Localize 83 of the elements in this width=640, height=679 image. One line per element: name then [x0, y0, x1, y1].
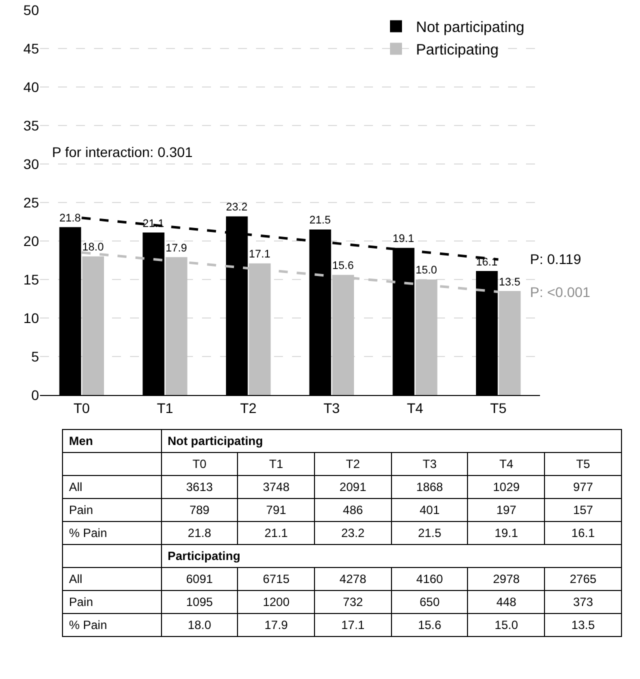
data-label: 650 — [391, 590, 468, 614]
data-label: 4278 — [314, 568, 392, 590]
data-label: 18.0 — [161, 614, 238, 636]
data-label: 2091 — [314, 476, 392, 498]
data-label: 21.8 — [161, 522, 238, 544]
text: Pain — [62, 590, 162, 614]
data-label: 15.6 — [332, 260, 354, 272]
y-tick-label: 50 — [23, 2, 40, 18]
data-label: 2765 — [544, 568, 622, 590]
data-label: 13.5 — [544, 614, 622, 636]
text: Pain — [62, 498, 162, 522]
x-tick-label: T4 — [406, 400, 424, 416]
data-label: 6091 — [161, 568, 238, 590]
x-tick-label: T1 — [156, 400, 174, 416]
x-tick-label: T2 — [240, 400, 257, 416]
category-label: T3 — [391, 452, 468, 476]
data-label: 1095 — [161, 590, 238, 614]
text: Participating — [161, 544, 622, 568]
x-tick-label: T0 — [74, 400, 90, 416]
data-label: 21.5 — [309, 214, 331, 227]
data-label: 373 — [544, 590, 622, 614]
data-label: 15.0 — [416, 264, 438, 277]
text: All — [62, 568, 162, 590]
data-label: 17.9 — [166, 242, 188, 254]
text: All — [62, 476, 162, 498]
y-tick-label: 35 — [23, 117, 40, 134]
data-label: 1200 — [238, 590, 315, 614]
data-label: 1868 — [391, 476, 468, 498]
y-tick-label: 0 — [31, 386, 40, 403]
x-tick-label: T5 — [490, 400, 507, 416]
text: % Pain — [62, 614, 162, 636]
data-label: 16.1 — [544, 522, 622, 544]
data-label: 21.1 — [238, 522, 315, 544]
data-label: 23.2 — [314, 522, 392, 544]
category-label: T5 — [544, 452, 622, 476]
data-label: 3613 — [161, 476, 238, 498]
x-tick-label: T3 — [324, 400, 340, 416]
legend-label: Participating — [416, 42, 499, 59]
data-label: 17.9 — [238, 614, 315, 636]
text: Men — [62, 430, 162, 452]
data-label: 19.1 — [392, 233, 414, 246]
data-label: 977 — [544, 476, 622, 498]
data-label: 197 — [468, 498, 545, 522]
legend-label: Not participating — [416, 19, 524, 36]
data-label: 401 — [391, 498, 468, 522]
data-label: 2978 — [468, 568, 545, 590]
data-label: 13.5 — [498, 276, 520, 288]
data-label: 448 — [468, 590, 545, 614]
annotation: P: <0.001 — [530, 284, 591, 300]
y-tick-label: 45 — [23, 40, 40, 56]
data-label: 15.0 — [468, 614, 545, 636]
category-label: T0 — [161, 452, 238, 476]
data-label: 157 — [544, 498, 622, 522]
data-label: 791 — [238, 498, 315, 522]
data-label: 6715 — [238, 568, 315, 590]
data-label: 23.2 — [226, 202, 248, 214]
y-tick-label: 30 — [23, 156, 40, 172]
text: Not participating — [161, 430, 622, 452]
data-label: 21.8 — [59, 212, 81, 224]
y-tick-label: 40 — [23, 78, 40, 95]
data-label: 19.1 — [468, 522, 545, 544]
data-label: 15.6 — [391, 614, 468, 636]
data-label: 4160 — [391, 568, 468, 590]
data-label: 17.1 — [248, 248, 270, 261]
data-label: 17.1 — [314, 614, 392, 636]
y-tick-label: 25 — [23, 194, 40, 210]
data-label: 486 — [314, 498, 392, 522]
category-label: T4 — [468, 452, 545, 476]
data-label: 18.0 — [82, 242, 104, 254]
y-tick-label: 20 — [23, 232, 40, 249]
data-label: 789 — [161, 498, 238, 522]
data-label: 21.5 — [391, 522, 468, 544]
annotation: P for interaction: 0.301 — [52, 144, 193, 160]
y-tick-label: 15 — [23, 271, 40, 288]
y-tick-label: 10 — [23, 310, 40, 326]
category-label: T1 — [238, 452, 315, 476]
text: % Pain — [62, 522, 162, 544]
data-label: 732 — [314, 590, 392, 614]
category-label: T2 — [314, 452, 392, 476]
data-label: 1029 — [468, 476, 545, 498]
y-tick-label: 5 — [31, 348, 40, 364]
annotation: P: 0.119 — [530, 251, 582, 267]
data-label: 3748 — [238, 476, 315, 498]
